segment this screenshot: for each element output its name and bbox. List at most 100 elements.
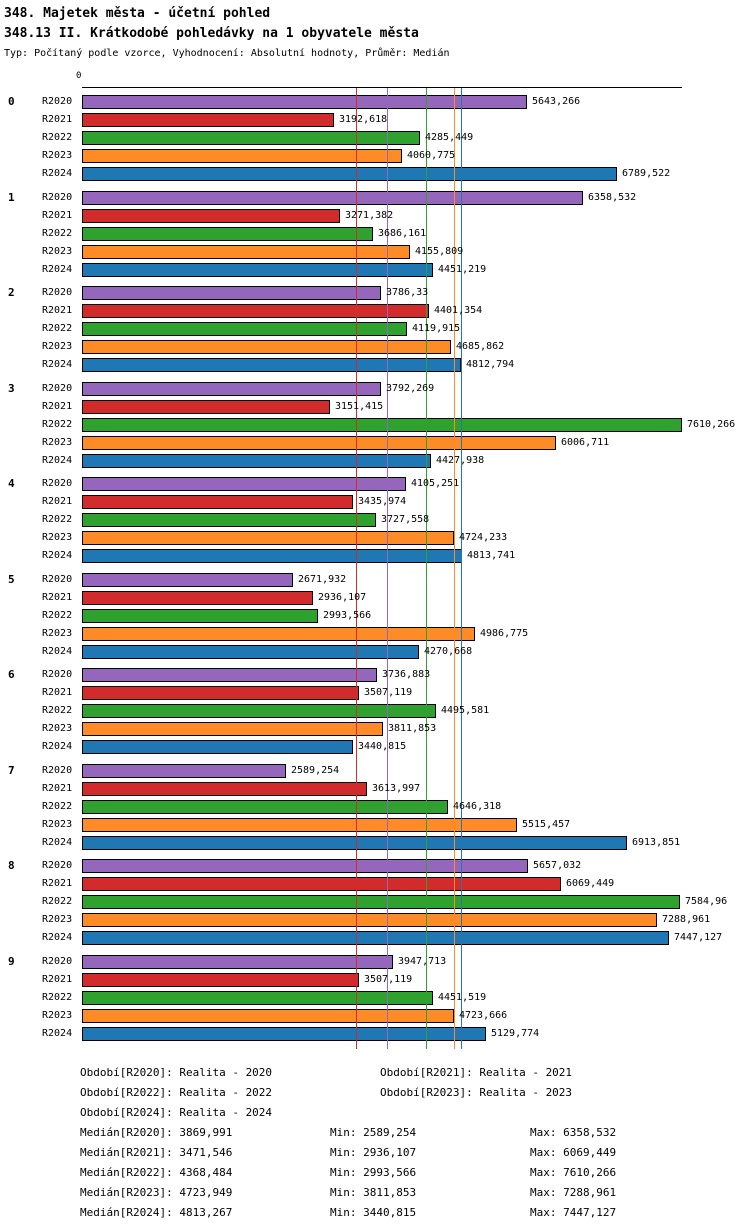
row-label-r2023: R2023 bbox=[42, 245, 73, 257]
bar-value: 4060,775 bbox=[407, 150, 456, 161]
row-label-r2023: R2023 bbox=[42, 341, 73, 352]
bar-r2023-group-0 bbox=[82, 149, 402, 163]
row-label-r2023: R2023 bbox=[42, 723, 73, 734]
group-label-7: 7 bbox=[8, 763, 15, 777]
bar-value: 3192,618 bbox=[339, 114, 388, 125]
bar-r2023-group-9 bbox=[82, 1008, 454, 1023]
row-label-r2024: R2024 bbox=[42, 454, 73, 466]
row-label-r2020: R2020 bbox=[42, 573, 73, 585]
bar-value: 3686,161 bbox=[378, 227, 427, 239]
bar-value: 7447,127 bbox=[674, 932, 723, 943]
bar-r2022-group-6 bbox=[82, 704, 436, 718]
bar-r2022-group-0 bbox=[82, 131, 420, 145]
row-label-r2021: R2021 bbox=[42, 305, 73, 316]
row-label-r2024: R2024 bbox=[42, 836, 73, 848]
bar-r2023-group-7 bbox=[82, 817, 517, 832]
x-axis-line bbox=[82, 87, 682, 88]
bar-r2022-group-3 bbox=[82, 417, 682, 432]
bar-value: 5515,457 bbox=[522, 818, 571, 830]
row-label-r2024: R2024 bbox=[42, 645, 73, 657]
row-label-r2024: R2024 bbox=[42, 932, 73, 943]
report-subtitle: 348.13 II. Krátkodobé pohledávky na 1 ob… bbox=[4, 26, 419, 41]
row-label-r2022: R2022 bbox=[42, 418, 73, 430]
median-line-r2023 bbox=[454, 88, 455, 1049]
bar-value: 4119,915 bbox=[412, 323, 461, 334]
group-label-1: 1 bbox=[8, 190, 15, 204]
bar-value: 5129,774 bbox=[491, 1027, 540, 1039]
stat-max-r2023: Max: 7288,961 bbox=[530, 1186, 617, 1199]
bar-r2020-group-1 bbox=[82, 190, 583, 205]
median-line-r2021 bbox=[356, 88, 357, 1049]
row-label-r2023: R2023 bbox=[42, 1009, 73, 1021]
bar-r2020-group-4 bbox=[82, 477, 406, 491]
group-label-8: 8 bbox=[8, 859, 15, 872]
row-label-r2021: R2021 bbox=[42, 400, 73, 412]
group-label-9: 9 bbox=[8, 954, 15, 968]
stat-median-r2023: Medián[R2023]: 4723,949 bbox=[80, 1186, 233, 1199]
group-label-3: 3 bbox=[8, 381, 15, 395]
bar-r2023-group-3 bbox=[82, 435, 556, 450]
bar-value: 3786,33 bbox=[386, 287, 429, 298]
bar-r2021-group-6 bbox=[82, 686, 359, 700]
stat-max-r2024: Max: 7447,127 bbox=[530, 1206, 617, 1219]
row-label-r2024: R2024 bbox=[42, 359, 73, 370]
row-label-r2020: R2020 bbox=[42, 287, 73, 298]
row-label-r2020: R2020 bbox=[42, 382, 73, 394]
bar-value: 4270,668 bbox=[424, 645, 473, 657]
bar-value: 4812,794 bbox=[466, 359, 515, 370]
bar-r2021-group-2 bbox=[82, 304, 429, 318]
bar-r2021-group-3 bbox=[82, 399, 330, 414]
bar-value: 4685,862 bbox=[456, 341, 505, 352]
bar-value: 5657,032 bbox=[533, 860, 582, 871]
bar-r2024-group-1 bbox=[82, 262, 433, 277]
bar-value: 4401,354 bbox=[434, 305, 483, 316]
stat-min-r2023: Min: 3811,853 bbox=[330, 1186, 417, 1199]
bar-value: 3151,415 bbox=[335, 400, 384, 412]
bar-r2022-group-2 bbox=[82, 322, 407, 336]
row-label-r2021: R2021 bbox=[42, 496, 73, 507]
bar-value: 4723,666 bbox=[459, 1009, 508, 1021]
row-label-r2021: R2021 bbox=[42, 209, 73, 221]
row-label-r2024: R2024 bbox=[42, 263, 73, 275]
stat-median-r2021: Medián[R2021]: 3471,546 bbox=[80, 1146, 233, 1159]
bar-value: 4724,233 bbox=[459, 532, 508, 543]
row-label-r2020: R2020 bbox=[42, 669, 73, 680]
bar-r2023-group-2 bbox=[82, 340, 451, 354]
stat-median-r2022: Medián[R2022]: 4368,484 bbox=[80, 1166, 233, 1179]
bar-value: 3271,382 bbox=[345, 209, 394, 221]
bar-r2023-group-8 bbox=[82, 913, 657, 927]
bar-r2020-group-5 bbox=[82, 572, 293, 587]
group-label-5: 5 bbox=[8, 572, 15, 586]
bar-value: 3727,558 bbox=[381, 514, 430, 525]
bar-r2024-group-9 bbox=[82, 1026, 486, 1041]
bar-value: 7288,961 bbox=[662, 914, 711, 925]
median-line-r2020 bbox=[387, 88, 388, 1049]
bar-value: 4646,318 bbox=[453, 800, 502, 812]
stat-max-r2020: Max: 6358,532 bbox=[530, 1126, 617, 1139]
row-label-r2024: R2024 bbox=[42, 168, 73, 179]
bar-value: 7584,96 bbox=[685, 896, 728, 907]
bar-r2023-group-5 bbox=[82, 626, 475, 641]
bar-r2023-group-6 bbox=[82, 722, 383, 736]
bar-r2022-group-5 bbox=[82, 608, 318, 623]
bar-r2020-group-9 bbox=[82, 954, 393, 969]
bar-r2024-group-6 bbox=[82, 740, 353, 754]
bar-value: 7610,266 bbox=[687, 418, 736, 430]
bar-r2024-group-4 bbox=[82, 549, 462, 563]
row-label-r2020: R2020 bbox=[42, 860, 73, 871]
axis-origin-label: 0 bbox=[76, 71, 82, 81]
row-label-r2023: R2023 bbox=[42, 914, 73, 925]
row-label-r2020: R2020 bbox=[42, 478, 73, 489]
bar-r2021-group-8 bbox=[82, 877, 561, 891]
bar-r2020-group-0 bbox=[82, 95, 527, 109]
row-label-r2020: R2020 bbox=[42, 191, 73, 203]
row-label-r2021: R2021 bbox=[42, 591, 73, 603]
legend-item-r2024: Období[R2024]: Realita - 2024 bbox=[80, 1106, 273, 1119]
legend-item-r2020: Období[R2020]: Realita - 2020 bbox=[80, 1066, 273, 1079]
row-label-r2021: R2021 bbox=[42, 973, 73, 985]
bar-value: 3811,853 bbox=[388, 723, 437, 734]
bar-r2021-group-4 bbox=[82, 495, 353, 509]
row-label-r2024: R2024 bbox=[42, 741, 73, 752]
row-label-r2021: R2021 bbox=[42, 878, 73, 889]
